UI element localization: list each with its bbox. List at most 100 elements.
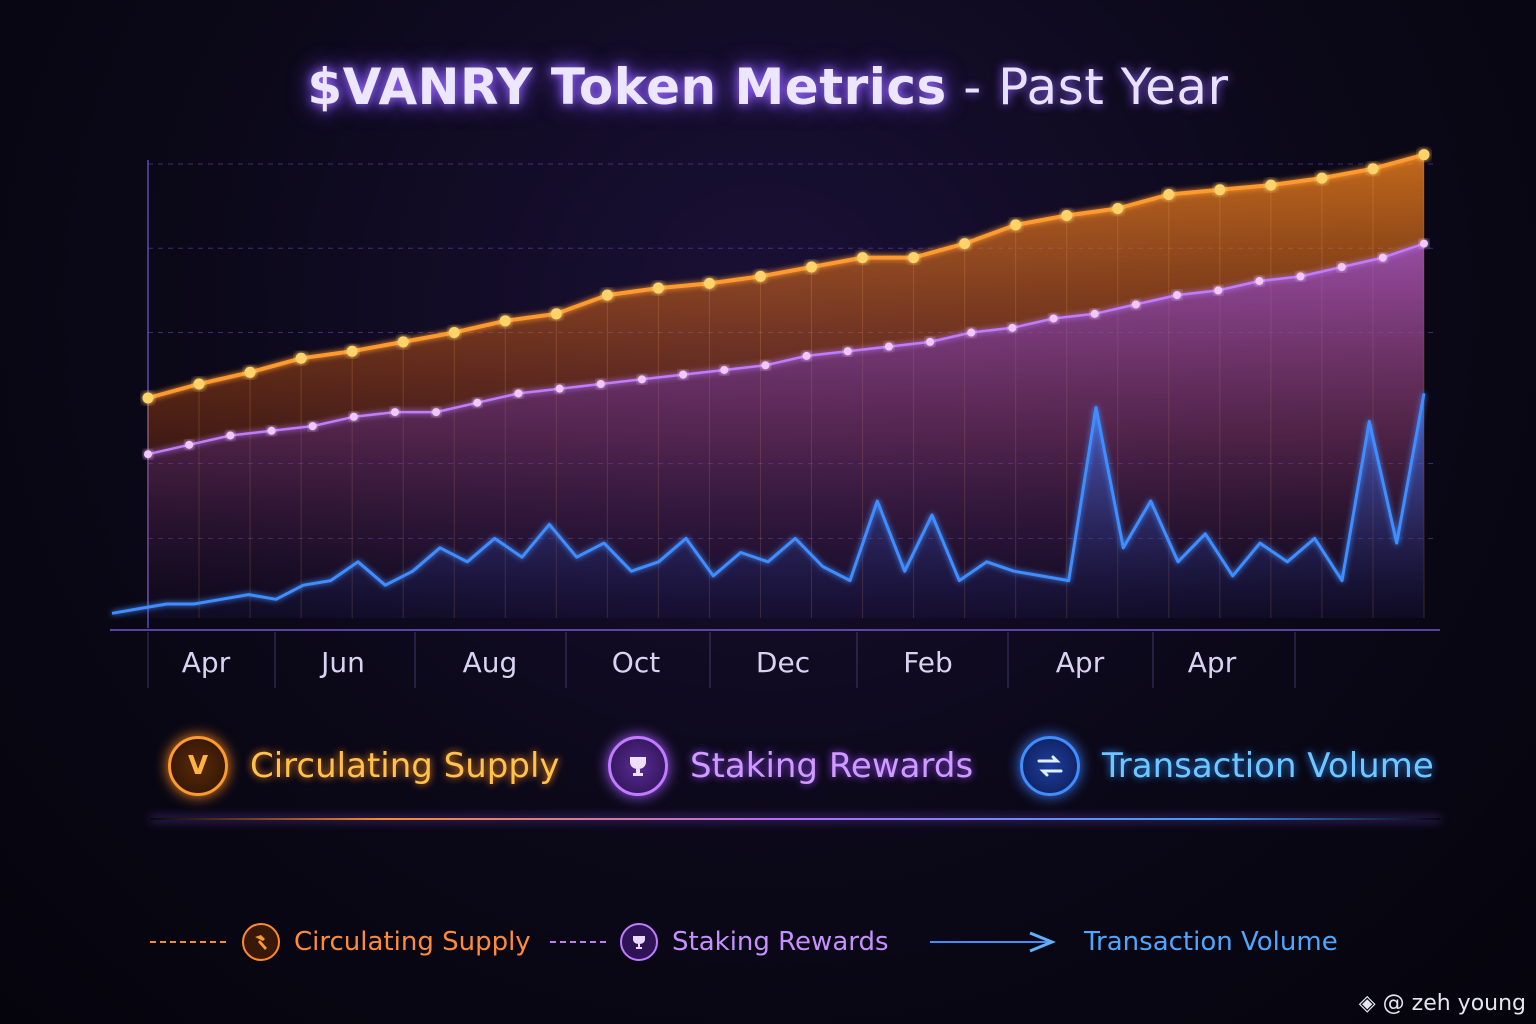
data-point [550,308,562,320]
data-point [1418,149,1430,161]
data-point [448,327,460,339]
data-point [499,315,511,327]
legend-label: Staking Rewards [690,746,974,786]
data-point [1296,272,1305,281]
series-area-3 [112,393,1424,618]
data-point [1420,239,1428,248]
watermark: ◈ @ zeh young [1359,991,1526,1016]
data-point [967,328,976,337]
watermark-logo-icon: ◈ [1358,991,1376,1016]
data-point [1265,179,1277,191]
legend-item-staking-rewards[interactable]: Staking Rewards [608,734,973,798]
data-point [884,342,893,351]
data-point [908,252,920,264]
x-tick-label: Feb [903,646,953,679]
data-point [244,366,256,378]
legend-item-transaction-volume[interactable]: Transaction Volume [1020,734,1434,798]
data-point [267,426,276,435]
data-point [806,261,818,273]
data-point [703,277,715,289]
data-point [637,375,646,384]
x-tick-label: Jun [319,646,365,679]
data-point [1090,309,1099,318]
data-point [1112,203,1124,214]
data-point [349,412,358,421]
data-point [679,370,688,379]
swap-arrows-icon [1020,736,1080,796]
series-line-2 [147,242,1425,456]
legend-mini-circulating-supply[interactable]: Circulating Supply [150,918,531,966]
data-point [432,408,441,417]
x-tick-label: Dec [756,646,810,679]
data-point [346,345,358,357]
data-point [397,336,409,348]
data-point [926,337,935,346]
data-point [555,384,564,393]
chart-title-main: $VANRY Token Metrics [307,58,947,116]
legend-label: Circulating Supply [294,927,531,957]
hammer-icon [242,923,280,961]
trophy-icon [620,923,658,961]
data-point [1316,172,1328,184]
data-point [144,450,152,459]
arrow-icon [930,931,1056,953]
legend-label: Staking Rewards [672,927,889,957]
data-point [1214,286,1223,295]
x-tick-label: Apr [1188,646,1237,679]
x-axis-ticks: Apr Jun Aug Oct Dec Feb Apr Apr [147,632,1296,688]
series-line-3 [111,393,1426,615]
data-point [295,352,307,364]
x-tick-label: Apr [1056,646,1105,679]
data-point [652,282,664,294]
dashed-line-sample [150,941,228,943]
chart-canvas: Apr Jun Aug Oct Dec Feb Apr Apr [110,149,1440,688]
chart-title: $VANRY Token Metrics - Past Year [0,58,1536,116]
data-point [601,289,613,301]
watermark-text: @ zeh young [1382,991,1526,1016]
data-point [1008,323,1017,332]
chart-title-sub: - Past Year [963,58,1229,116]
point-layer [142,149,1430,459]
trophy-icon [608,736,668,796]
dashed-line-sample [550,941,606,943]
data-point [1214,184,1226,196]
data-point [1255,277,1264,286]
legend-secondary: Circulating Supply Staking Rewards Trans… [0,918,1536,966]
data-point [1173,291,1182,300]
data-point [1163,188,1175,200]
legend-item-circulating-supply[interactable]: V Circulating Supply [168,734,560,798]
data-point [843,347,852,356]
data-point [720,365,729,374]
area-layer [112,154,1425,618]
data-point [959,238,971,250]
v-logo-icon: V [168,736,228,796]
data-point [185,440,194,449]
legend-mini-transaction-volume[interactable]: Transaction Volume [930,918,1338,966]
data-point [390,408,399,417]
line-layer [111,152,1426,615]
series-line-1 [147,152,1425,400]
data-point [596,380,605,388]
data-point [1337,263,1346,271]
data-point [1367,163,1379,175]
data-point [1010,219,1022,231]
data-point [1131,300,1140,309]
data-point [857,252,869,264]
data-point [1061,210,1073,222]
legend-mini-staking-rewards[interactable]: Staking Rewards [550,918,889,966]
data-point [761,361,770,370]
data-point [308,422,317,431]
data-point [226,431,235,440]
data-point [473,398,482,407]
legend-primary: V Circulating Supply Staking Rewards Tra… [0,734,1536,798]
legend-label: Circulating Supply [250,746,560,786]
x-tick-label: Apr [182,646,231,679]
x-tick-label: Oct [612,646,660,679]
data-point [193,378,205,390]
legend-label: Transaction Volume [1084,927,1338,957]
data-point [754,270,766,282]
data-point [1049,314,1058,323]
data-point [1378,253,1387,262]
legend-label: Transaction Volume [1102,746,1434,786]
legend-divider [150,818,1440,820]
